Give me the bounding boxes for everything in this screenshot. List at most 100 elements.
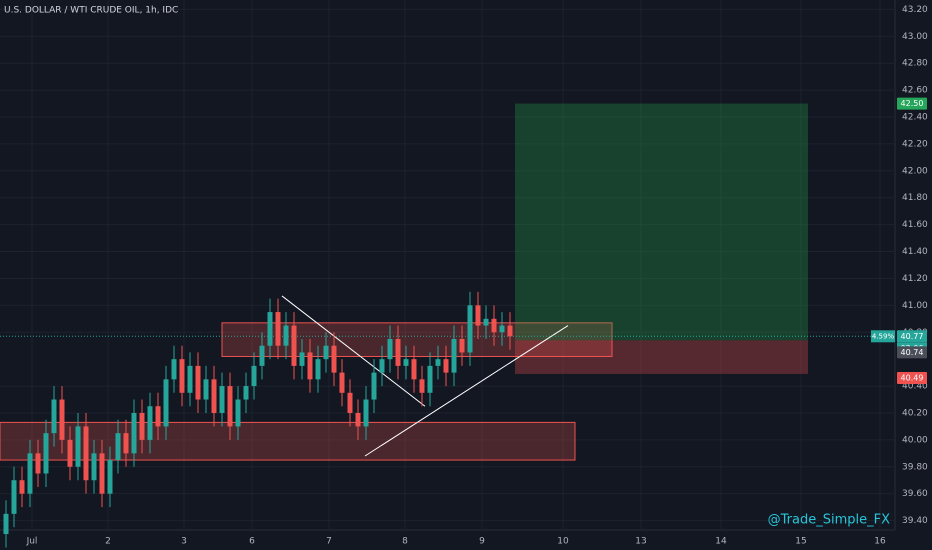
candle-body (427, 365, 433, 393)
candle-body (147, 406, 153, 440)
candle-body (291, 325, 297, 366)
candle-body (123, 433, 129, 454)
candle-body (467, 305, 473, 353)
x-tick-label: 6 (249, 537, 255, 547)
candle-body (11, 480, 17, 514)
candle-body (227, 386, 233, 427)
y-tick-label: 42.40 (902, 113, 928, 123)
candle-body (259, 345, 265, 366)
candle-body (187, 365, 193, 393)
candle-body (419, 379, 425, 393)
watermark: @Trade_Simple_FX (768, 513, 890, 528)
grid (0, 0, 895, 530)
candle-body (331, 345, 337, 373)
target-area (515, 103, 808, 341)
stop-area (515, 340, 808, 374)
candle-body (83, 426, 89, 481)
y-tick-label: 41.80 (902, 193, 928, 203)
candle-body (179, 359, 185, 393)
candle-body (499, 325, 505, 333)
candle-body (347, 392, 353, 413)
x-tick-label: 16 (874, 537, 886, 547)
candle-body (355, 412, 361, 427)
candle-body (195, 365, 201, 400)
chart-title: U.S. DOLLAR / WTI CRUDE OIL, 1h, IDC (4, 6, 178, 16)
candle-body (483, 318, 489, 326)
candle-body (43, 433, 49, 474)
stop-label: 40.49 (901, 373, 924, 382)
y-tick-label: 41.00 (902, 301, 928, 311)
candle-body (75, 426, 81, 467)
candle-body (435, 359, 441, 366)
y-tick-label: 42.80 (902, 59, 928, 69)
y-tick-label: 43.20 (902, 5, 928, 15)
candle-body (267, 312, 273, 346)
candle-body (315, 359, 321, 380)
trendline (281, 295, 426, 407)
candle-body (67, 439, 73, 467)
y-tick-label: 39.80 (902, 462, 928, 472)
candle-body (363, 399, 369, 427)
candle-body (275, 312, 281, 346)
y-tick-label: 40.00 (902, 435, 928, 445)
candle-body (299, 352, 305, 366)
y-tick-label: 42.00 (902, 166, 928, 176)
last-price-label: 40.77 (901, 332, 924, 341)
stop-label-bg (897, 371, 927, 384)
y-tick-label: 39.40 (902, 516, 928, 526)
drawings (0, 103, 895, 461)
candle-body (379, 359, 385, 373)
candle-body (283, 325, 289, 346)
candle-body (387, 338, 393, 360)
candle-body (219, 386, 225, 413)
candle-body (459, 338, 465, 353)
candle-body (403, 359, 409, 366)
y-tick-label: 41.20 (902, 274, 928, 284)
trendline (364, 325, 569, 457)
candles (3, 291, 513, 548)
candle-body (107, 460, 113, 494)
x-tick-label: 8 (402, 537, 408, 547)
x-tick-label: 15 (795, 537, 806, 547)
x-tick-label: 2 (105, 537, 111, 547)
candle-body (91, 453, 97, 481)
candle-body (371, 372, 377, 400)
candle-body (3, 513, 9, 535)
candle-body (323, 345, 329, 360)
candle-body (155, 406, 161, 427)
candle-body (451, 338, 457, 373)
candle-body (163, 379, 169, 427)
candle-body (339, 372, 345, 393)
x-tick-label: 13 (635, 537, 646, 547)
candle-body (395, 338, 401, 366)
x-tick-label: 9 (479, 537, 485, 547)
candle-body (507, 325, 513, 337)
candle-body (251, 365, 257, 387)
target-label: 42.50 (901, 99, 924, 108)
candle-body (491, 318, 497, 333)
candle-body (131, 412, 137, 454)
entry-label-bg (897, 346, 927, 359)
x-tick-label: Jul (26, 537, 38, 547)
y-tick-label: 40.40 (902, 382, 928, 392)
entry-label: 40.74 (901, 348, 924, 357)
candle-body (411, 359, 417, 380)
y-tick-label: 43.00 (902, 32, 928, 42)
axes: 39.4039.6039.8040.0040.2040.4040.8041.00… (26, 5, 928, 547)
y-tick-label: 40.20 (902, 408, 928, 418)
candle-body (307, 352, 313, 380)
candle-body (115, 433, 121, 461)
candle-body (59, 399, 65, 440)
y-tick-label: 41.60 (902, 220, 928, 230)
target-label-bg (897, 97, 927, 110)
x-tick-label: 3 (181, 537, 187, 547)
change-label: 4.59% (872, 332, 895, 340)
y-tick-label: 42.60 (902, 86, 928, 96)
x-tick-label: 10 (557, 537, 569, 547)
last-price-label-bg (897, 330, 927, 343)
candle-body (99, 453, 105, 494)
candle-body (203, 379, 209, 400)
candle-body (211, 379, 217, 413)
